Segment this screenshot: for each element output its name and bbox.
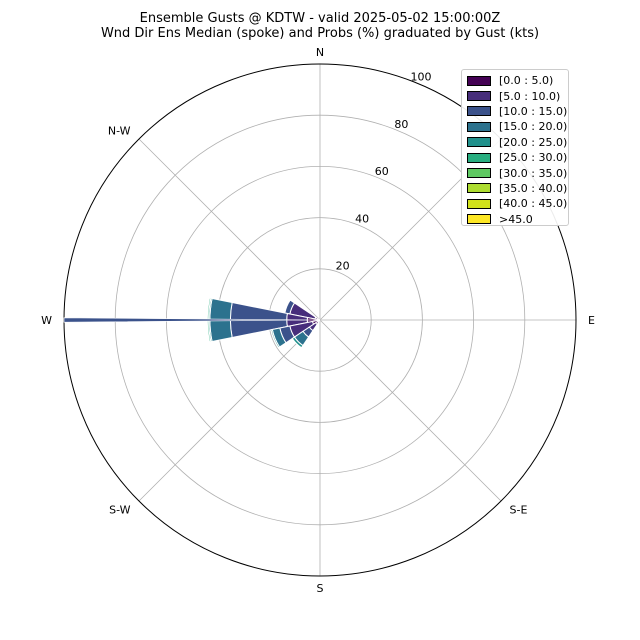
radial-tick-label: 80 bbox=[394, 118, 408, 131]
legend: [0.0 : 5.0) [5.0 : 10.0) [10.0 : 15.0) [15.… bbox=[461, 69, 569, 226]
legend-swatch bbox=[467, 168, 491, 179]
legend-label: [30.0 : 35.0) bbox=[499, 166, 568, 180]
legend-label: >45.0 bbox=[499, 212, 533, 226]
legend-entry: [30.0 : 35.0) bbox=[467, 165, 568, 180]
legend-swatch bbox=[467, 75, 491, 86]
radial-tick-label: 60 bbox=[375, 165, 389, 178]
sector-bar bbox=[270, 328, 281, 349]
grid-spoke bbox=[138, 138, 321, 321]
legend-entry: [40.0 : 45.0) bbox=[467, 196, 568, 211]
median-spoke bbox=[63, 317, 321, 323]
legend-label: [15.0 : 20.0) bbox=[499, 120, 568, 134]
legend-label: [0.0 : 5.0) bbox=[499, 74, 554, 88]
legend-label: [35.0 : 40.0) bbox=[499, 181, 568, 195]
legend-entry: [35.0 : 40.0) bbox=[467, 181, 568, 196]
legend-entry: [15.0 : 20.0) bbox=[467, 119, 568, 134]
legend-entry: [5.0 : 10.0) bbox=[467, 88, 568, 103]
grid-spoke bbox=[319, 319, 502, 502]
direction-label: N bbox=[316, 46, 324, 59]
direction-label: E bbox=[588, 314, 595, 327]
legend-label: [25.0 : 30.0) bbox=[499, 151, 568, 165]
direction-label: N-W bbox=[108, 124, 131, 137]
direction-label: S-W bbox=[109, 504, 131, 517]
legend-swatch bbox=[467, 121, 491, 132]
axis-labels: 20 40 60 80 100 N E S-E S S-W W N-W bbox=[41, 46, 595, 595]
polar-grid bbox=[63, 63, 577, 577]
direction-label: S-E bbox=[510, 504, 528, 517]
legend-swatch bbox=[467, 152, 491, 163]
legend-label: [5.0 : 10.0) bbox=[499, 89, 561, 103]
legend-entry: [0.0 : 5.0) bbox=[467, 73, 568, 88]
legend-label: [10.0 : 15.0) bbox=[499, 104, 568, 118]
legend-swatch bbox=[467, 91, 491, 102]
legend-entry: [20.0 : 25.0) bbox=[467, 135, 568, 150]
direction-label: W bbox=[41, 314, 52, 327]
radial-tick-label: 40 bbox=[355, 212, 369, 225]
legend-label: [40.0 : 45.0) bbox=[499, 197, 568, 211]
sector-bars bbox=[63, 297, 321, 349]
sector-bar bbox=[291, 336, 304, 349]
sector-bar bbox=[284, 299, 296, 315]
legend-swatch bbox=[467, 137, 491, 148]
legend-swatch bbox=[467, 183, 491, 194]
legend-label: [20.0 : 25.0) bbox=[499, 135, 568, 149]
legend-swatch bbox=[467, 106, 491, 117]
radial-tick-label: 100 bbox=[410, 70, 431, 83]
direction-label: S bbox=[317, 582, 324, 595]
grid-spoke bbox=[138, 319, 321, 502]
legend-entry: [25.0 : 30.0) bbox=[467, 150, 568, 165]
radial-tick-label: 20 bbox=[336, 260, 350, 273]
legend-swatch bbox=[467, 198, 491, 209]
legend-entry: >45.0 bbox=[467, 212, 568, 227]
chart-subtitle: Wnd Dir Ens Median (spoke) and Probs (%)… bbox=[100, 26, 540, 41]
legend-swatch bbox=[467, 214, 491, 225]
chart-title: Ensemble Gusts @ KDTW - valid 2025-05-02… bbox=[139, 11, 501, 26]
sector-bar bbox=[206, 297, 212, 343]
legend-entry: [10.0 : 15.0) bbox=[467, 104, 568, 119]
